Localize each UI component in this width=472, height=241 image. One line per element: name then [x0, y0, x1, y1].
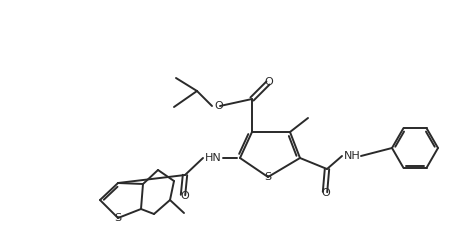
- Text: O: O: [215, 101, 223, 111]
- Text: O: O: [321, 188, 330, 198]
- Text: NH: NH: [344, 151, 361, 161]
- Text: S: S: [114, 213, 122, 223]
- Text: HN: HN: [205, 153, 221, 163]
- Text: O: O: [181, 191, 189, 201]
- Text: S: S: [264, 172, 271, 182]
- Text: O: O: [265, 77, 273, 87]
